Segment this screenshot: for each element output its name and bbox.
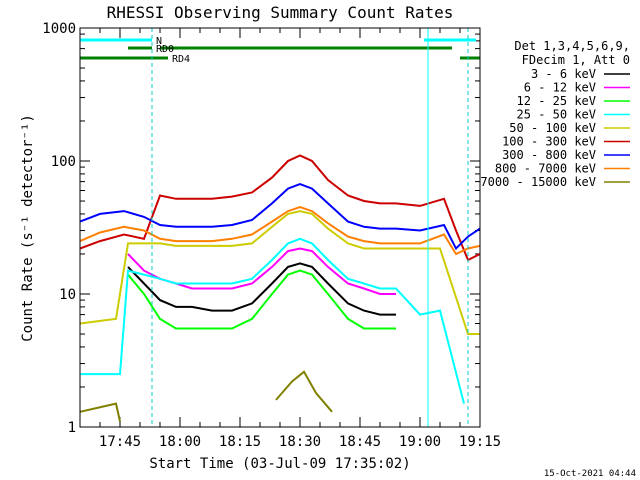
y-axis-label: Count Rate (s⁻¹ detector⁻¹) [20, 114, 36, 342]
y-tick-label: 10 [59, 287, 76, 303]
legend-label: 100 - 300 keV [502, 135, 596, 149]
y-tick-label: 1000 [42, 21, 76, 37]
interval-markers [151, 28, 469, 427]
x-tick-label: 17:45 [99, 434, 141, 450]
legend-label: 50 - 100 keV [509, 121, 596, 135]
x-tick-label: 18:00 [159, 434, 201, 450]
legend-label: 3 - 6 keV [531, 67, 596, 81]
legend-label: 6 - 12 keV [524, 81, 596, 95]
x-tick-label: 18:15 [219, 434, 261, 450]
legend-header: Det 1,3,4,5,6,9, [514, 39, 630, 53]
series-line-1 [127, 262, 396, 316]
x-tick-label: 19:15 [459, 434, 501, 450]
flag-label-rd4: RD4 [172, 54, 190, 65]
y-tick-label: 100 [51, 154, 76, 170]
series-lines [79, 154, 481, 422]
legend: Det 1,3,4,5,6,9,FDecim 1, Att 03 - 6 keV… [480, 39, 630, 189]
series-line-6 [79, 154, 481, 262]
x-tick-label: 19:00 [399, 434, 441, 450]
legend-label: 300 - 800 keV [502, 148, 596, 162]
x-axis-label: Start Time (03-Jul-09 17:35:02) [149, 456, 410, 472]
series-line-2 [127, 247, 396, 295]
chart-title: RHESSI Observing Summary Count Rates [107, 3, 454, 22]
legend-label: 12 - 25 keV [517, 94, 596, 108]
series-line-5 [79, 210, 480, 335]
footer-timestamp: 15-Oct-2021 04:44 [544, 469, 636, 479]
series-line-7 [79, 183, 481, 251]
y-tick-label: 1 [68, 420, 76, 436]
legend-label: 7000 - 15000 keV [480, 175, 596, 189]
axis-tick-marks [79, 28, 481, 428]
series-line-3 [127, 269, 396, 330]
x-tick-labels: 17:45 18:00 18:15 18:30 18:45 19:00 19:15 [99, 434, 501, 450]
x-tick-label: 18:45 [339, 434, 381, 450]
plot-frame [79, 27, 481, 428]
y-tick-labels: 1 10 100 1000 [42, 21, 76, 436]
x-tick-label: 18:30 [279, 434, 321, 450]
series-line-9 [79, 370, 333, 422]
legend-label: 800 - 7000 keV [495, 162, 596, 176]
legend-label: 25 - 50 keV [517, 108, 596, 122]
legend-header: FDecim 1, Att 0 [522, 53, 630, 67]
flag-label-n: N [156, 36, 162, 47]
series-line-8 [79, 206, 481, 256]
flag-label-rd0: RD0 [156, 44, 174, 55]
